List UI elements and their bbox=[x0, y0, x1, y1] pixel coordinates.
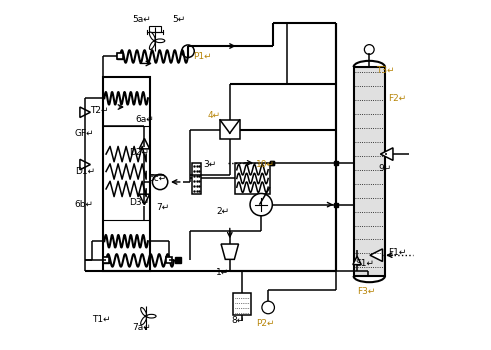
Text: D1↵: D1↵ bbox=[75, 167, 95, 176]
Text: 1↵: 1↵ bbox=[216, 268, 229, 277]
Circle shape bbox=[250, 194, 273, 216]
Text: 5↵: 5↵ bbox=[172, 15, 186, 24]
Polygon shape bbox=[221, 244, 239, 259]
Text: 10↵: 10↵ bbox=[256, 160, 275, 169]
Text: S1↵: S1↵ bbox=[355, 259, 374, 268]
Text: 9↵: 9↵ bbox=[378, 163, 391, 173]
Bar bbox=[354, 67, 385, 276]
Bar bbox=[149, 26, 161, 32]
Text: P2↵: P2↵ bbox=[256, 318, 274, 328]
Text: D3↵: D3↵ bbox=[129, 198, 149, 208]
Polygon shape bbox=[139, 194, 150, 205]
Circle shape bbox=[262, 301, 274, 314]
Circle shape bbox=[182, 45, 194, 57]
Text: F2↵: F2↵ bbox=[388, 94, 407, 103]
Text: 8↵: 8↵ bbox=[232, 316, 245, 325]
Bar bbox=[220, 120, 240, 139]
Ellipse shape bbox=[149, 32, 155, 41]
Text: D2↵: D2↵ bbox=[129, 148, 149, 157]
Circle shape bbox=[145, 315, 147, 317]
Text: 7a↵: 7a↵ bbox=[132, 323, 151, 332]
Bar bbox=[192, 163, 201, 194]
Ellipse shape bbox=[155, 39, 165, 43]
Polygon shape bbox=[80, 159, 90, 170]
Polygon shape bbox=[370, 249, 382, 261]
Polygon shape bbox=[381, 148, 393, 160]
Text: 6b↵: 6b↵ bbox=[75, 200, 94, 209]
Polygon shape bbox=[80, 107, 90, 118]
Text: F3↵: F3↵ bbox=[357, 287, 376, 296]
Polygon shape bbox=[353, 256, 361, 265]
Polygon shape bbox=[139, 138, 150, 149]
Circle shape bbox=[154, 40, 156, 42]
Text: 2↵: 2↵ bbox=[216, 207, 229, 216]
Ellipse shape bbox=[147, 314, 156, 318]
Ellipse shape bbox=[141, 316, 146, 325]
Text: 4↵: 4↵ bbox=[207, 111, 220, 120]
Text: T2↵: T2↵ bbox=[90, 106, 109, 115]
Text: F1↵: F1↵ bbox=[388, 248, 407, 257]
Text: 6a↵: 6a↵ bbox=[136, 115, 155, 124]
Ellipse shape bbox=[141, 308, 146, 316]
Text: P1↵: P1↵ bbox=[193, 52, 212, 61]
Bar bbox=[233, 293, 251, 315]
Bar bbox=[235, 163, 270, 194]
Ellipse shape bbox=[149, 41, 155, 49]
Text: 3↵: 3↵ bbox=[204, 160, 217, 169]
Text: 5a↵: 5a↵ bbox=[132, 15, 151, 24]
Circle shape bbox=[364, 44, 374, 54]
Bar bbox=[103, 77, 150, 271]
Circle shape bbox=[152, 174, 168, 190]
Text: 7↵: 7↵ bbox=[157, 203, 170, 211]
Text: GF↵: GF↵ bbox=[75, 129, 94, 138]
Text: 6c↵: 6c↵ bbox=[148, 174, 166, 183]
Text: T1↵: T1↵ bbox=[92, 315, 111, 324]
Text: T3↵: T3↵ bbox=[376, 66, 395, 75]
